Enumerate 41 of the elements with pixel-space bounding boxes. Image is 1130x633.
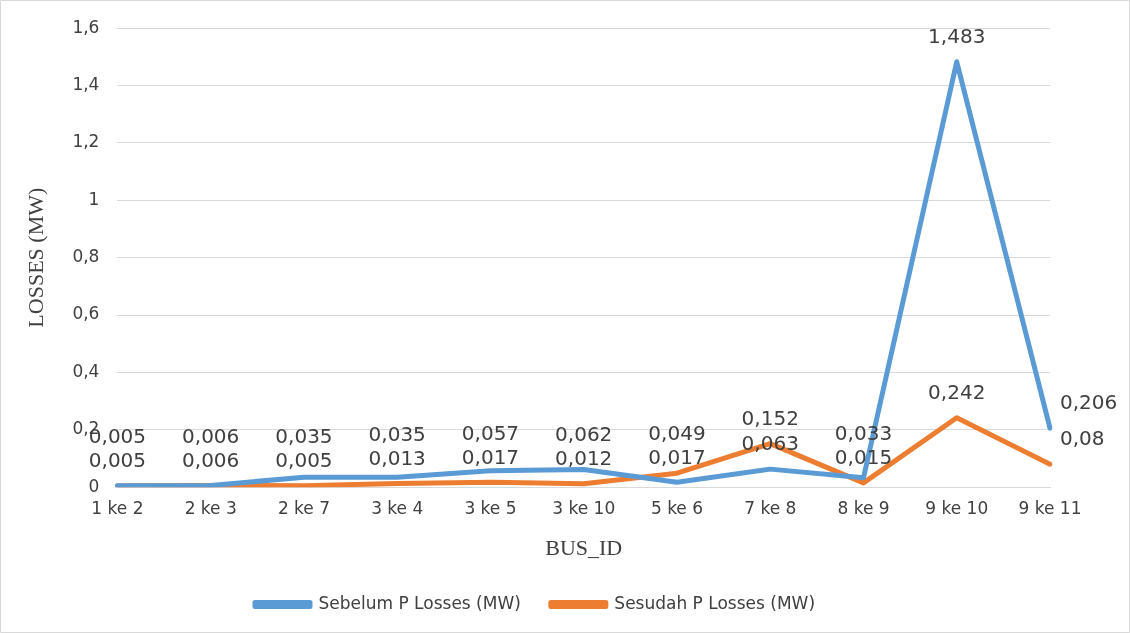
data-label: 0,206 bbox=[1060, 390, 1118, 415]
data-label: 0,242 bbox=[928, 379, 986, 404]
data-label: 0,005 bbox=[88, 447, 147, 472]
y-tick-label: 0,8 bbox=[72, 246, 100, 267]
x-tick-label: 3 ke 4 bbox=[371, 497, 424, 518]
y-tick-label: 1,2 bbox=[72, 131, 100, 152]
data-label: 0,057 bbox=[461, 420, 520, 445]
y-tick-label: 1,6 bbox=[72, 16, 100, 37]
data-label: 0,035 bbox=[368, 421, 426, 446]
data-label: 0,005 bbox=[275, 447, 333, 472]
data-label: 0,062 bbox=[555, 421, 613, 446]
data-label: 1,483 bbox=[928, 23, 986, 48]
y-tick-label: 0,4 bbox=[72, 360, 100, 381]
y-axis-title: LOSSES (MW) bbox=[22, 187, 48, 328]
x-tick-label: 2 ke 7 bbox=[277, 497, 331, 518]
x-tick-label: 2 ke 3 bbox=[184, 497, 237, 518]
x-tick-label: 7 ke 8 bbox=[744, 497, 797, 518]
x-tick-label: 3 ke 10 bbox=[552, 497, 616, 518]
x-tick-label: 5 ke 6 bbox=[650, 497, 704, 518]
data-label: 0,006 bbox=[182, 447, 240, 472]
y-tick-label: 0 bbox=[88, 475, 100, 496]
x-tick-label: 9 ke 10 bbox=[925, 497, 989, 518]
data-label: 0,152 bbox=[741, 405, 799, 430]
data-label: 0,013 bbox=[368, 445, 426, 470]
data-label: 0,035 bbox=[275, 423, 333, 448]
legend-label: Sebelum P Losses (MW) bbox=[318, 592, 521, 613]
x-axis-title: BUS_ID bbox=[545, 534, 623, 560]
x-tick-label: 9 ke 11 bbox=[1018, 497, 1082, 518]
data-label: 0,049 bbox=[648, 420, 706, 445]
data-label: 0,006 bbox=[182, 423, 240, 448]
x-tick-label: 8 ke 9 bbox=[837, 497, 890, 518]
data-label: 0,017 bbox=[461, 444, 520, 469]
legend-label: Sesudah P Losses (MW) bbox=[614, 592, 816, 613]
y-tick-label: 1 bbox=[88, 188, 100, 209]
data-label: 0,017 bbox=[648, 444, 706, 469]
x-tick-label: 3 ke 5 bbox=[464, 497, 517, 518]
data-label: 0,08 bbox=[1060, 426, 1105, 451]
y-tick-label: 0,6 bbox=[72, 303, 100, 324]
data-label: 0,012 bbox=[555, 445, 613, 470]
x-tick-label: 1 ke 2 bbox=[91, 497, 144, 518]
y-tick-label: 1,4 bbox=[72, 74, 100, 94]
